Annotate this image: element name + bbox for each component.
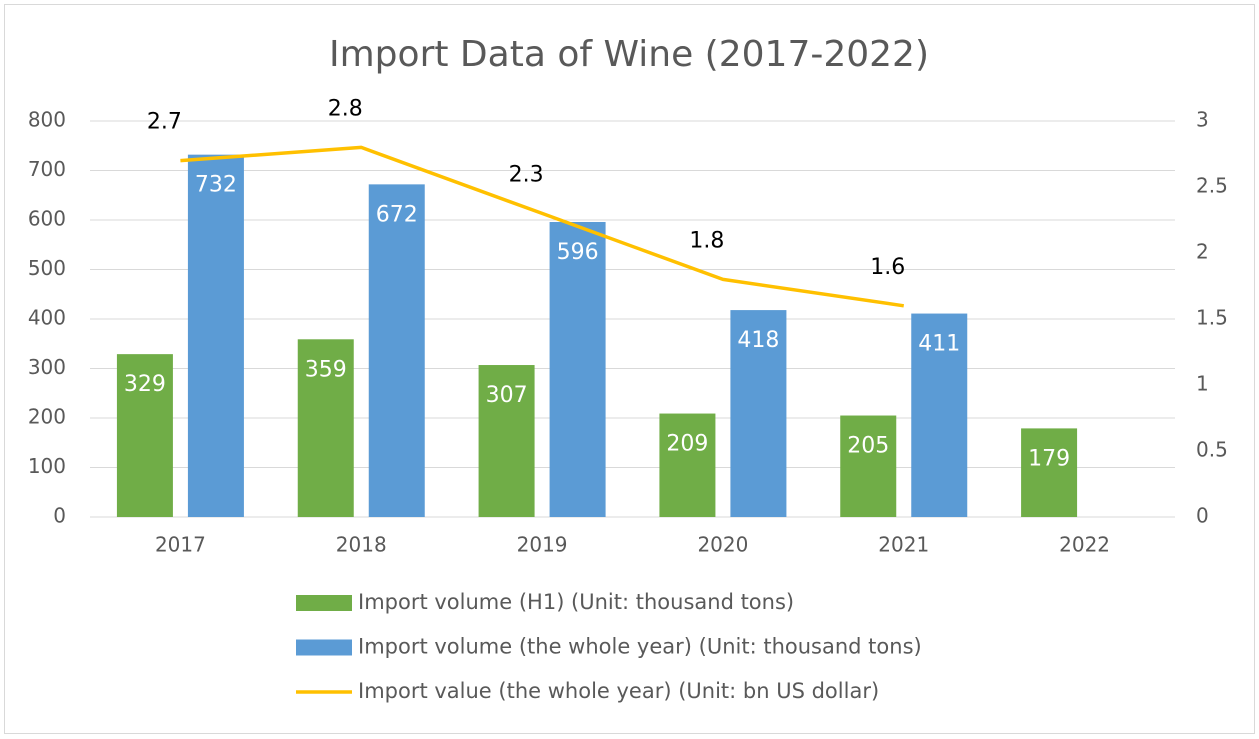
- bar: [116, 354, 173, 517]
- data-label: 2.3: [509, 162, 544, 187]
- x-tick-label: 2018: [336, 533, 387, 557]
- data-label: 209: [666, 432, 708, 457]
- y-tick-label: 200: [28, 405, 66, 429]
- bar: [840, 415, 897, 517]
- bar: [478, 365, 535, 517]
- data-label: 179: [1028, 446, 1070, 471]
- data-label: 596: [557, 240, 599, 265]
- y2-tick-label: 0.5: [1196, 438, 1228, 462]
- data-label: 1.8: [689, 228, 724, 253]
- x-tick-label: 2020: [697, 533, 748, 557]
- chart-title: Import Data of Wine (2017-2022): [329, 34, 929, 75]
- data-label: 2.7: [147, 110, 182, 135]
- bar: [187, 154, 244, 517]
- y2-tick-label: 2: [1196, 240, 1209, 264]
- bar: [911, 313, 968, 517]
- bar: [659, 413, 716, 517]
- x-tick-label: 2022: [1059, 533, 1110, 557]
- legend-swatch: [296, 639, 352, 656]
- y-tick-label: 0: [53, 504, 66, 528]
- x-tick-label: 2021: [878, 533, 929, 557]
- data-label: 2.8: [328, 96, 363, 121]
- y-tick-label: 800: [28, 108, 66, 132]
- data-label: 418: [737, 328, 779, 353]
- y-tick-label: 600: [28, 207, 66, 231]
- legend-label: Import value (the whole year) (Unit: bn …: [358, 679, 879, 703]
- y2-tick-label: 2.5: [1196, 174, 1228, 198]
- y-tick-label: 100: [28, 454, 66, 478]
- y2-tick-label: 1.5: [1196, 306, 1228, 330]
- data-label: 411: [918, 332, 960, 357]
- x-tick-label: 2019: [517, 533, 568, 557]
- x-tick-label: 2017: [155, 533, 206, 557]
- bar: [730, 310, 787, 517]
- legend-swatch: [296, 595, 352, 611]
- y-tick-label: 700: [28, 157, 66, 181]
- data-label: 359: [305, 357, 347, 382]
- data-label: 1.6: [870, 255, 905, 280]
- legend-label: Import volume (the whole year) (Unit: th…: [358, 635, 922, 659]
- data-label: 307: [486, 383, 528, 408]
- data-label: 205: [847, 434, 889, 459]
- y2-tick-label: 3: [1196, 108, 1209, 132]
- bar: [368, 184, 425, 518]
- line: [180, 145, 905, 308]
- data-label: 672: [376, 202, 418, 227]
- bar: [1021, 428, 1078, 517]
- y2-tick-label: 0: [1196, 504, 1209, 528]
- y-tick-label: 300: [28, 355, 66, 379]
- y-tick-label: 500: [28, 256, 66, 280]
- y2-tick-label: 1: [1196, 372, 1209, 396]
- bar: [549, 221, 606, 518]
- bar: [297, 339, 354, 517]
- data-label: 732: [195, 173, 237, 198]
- legend-label: Import volume (H1) (Unit: thousand tons): [358, 590, 794, 614]
- data-label: 329: [124, 372, 166, 397]
- y-tick-label: 400: [28, 306, 66, 330]
